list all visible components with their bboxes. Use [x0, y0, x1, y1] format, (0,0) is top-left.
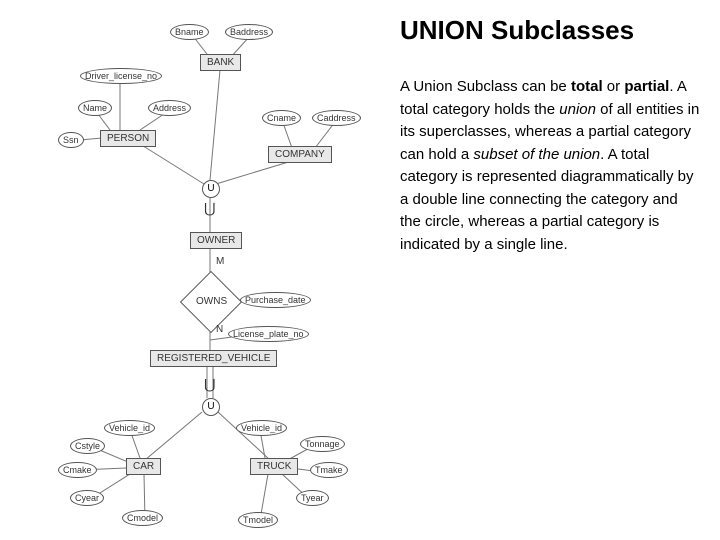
attr-cstyle: Cstyle [70, 438, 105, 454]
union-circle-top: U [202, 180, 220, 198]
entity-company: COMPANY [268, 146, 332, 163]
attr-cmake: Cmake [58, 462, 97, 478]
body-total: total [571, 78, 603, 95]
relationship-owns-label: OWNS [196, 296, 226, 307]
attr-baddress: Baddress [225, 24, 273, 40]
entity-owner: OWNER [190, 232, 242, 249]
attr-bname: Bname [170, 24, 209, 40]
entity-bank: BANK [200, 54, 241, 71]
page-title: UNION Subclasses [400, 15, 700, 46]
eer-diagram: Bname Baddress BANK Driver_license_no Na… [0, 0, 390, 540]
body-union: union [559, 101, 596, 118]
attr-address: Address [148, 100, 191, 116]
attr-name: Name [78, 100, 112, 116]
attr-tmake: Tmake [310, 462, 348, 478]
attr-ssn: Ssn [58, 132, 84, 148]
attr-tonnage: Tonnage [300, 436, 345, 452]
subset-symbol-bottom: ⋃ [204, 376, 215, 393]
body-text: A Union Subclass can be total or partial… [400, 76, 700, 256]
entity-regveh: REGISTERED_VEHICLE [150, 350, 277, 367]
card-n: N [216, 324, 223, 335]
body-p1a: A Union Subclass can be [400, 78, 571, 95]
attr-cname: Cname [262, 110, 301, 126]
text-panel: UNION Subclasses A Union Subclass can be… [400, 15, 700, 256]
attr-license: License_plate_no [228, 326, 309, 342]
attr-vid1: Vehicle_id [104, 420, 155, 436]
body-partial: partial [624, 78, 669, 95]
connector-lines [0, 0, 390, 540]
entity-car: CAR [126, 458, 161, 475]
attr-driver: Driver_license_no [80, 68, 162, 84]
body-or: or [603, 78, 625, 95]
entity-person: PERSON [100, 130, 156, 147]
card-m: M [216, 256, 224, 267]
attr-vid2: Vehicle_id [236, 420, 287, 436]
attr-purchase: Purchase_date [240, 292, 311, 308]
entity-truck: TRUCK [250, 458, 298, 475]
attr-tyear: Tyear [296, 490, 329, 506]
attr-cmodel: Cmodel [122, 510, 163, 526]
body-subset: subset of the union [473, 146, 600, 163]
attr-tmodel: Tmodel [238, 512, 278, 528]
subset-symbol-top: ⋃ [204, 200, 215, 217]
union-circle-bottom: U [202, 398, 220, 416]
attr-caddress: Caddress [312, 110, 361, 126]
attr-cyear: Cyear [70, 490, 104, 506]
